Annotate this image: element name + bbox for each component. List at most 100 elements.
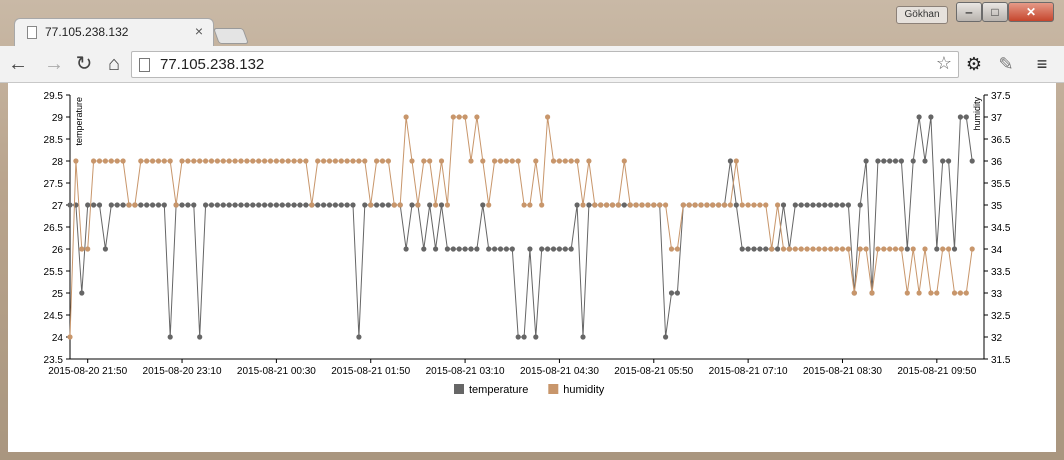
humidity-data-point [875, 246, 881, 252]
humidity-data-point [468, 158, 474, 164]
translate-extension-icon[interactable]: ✎ [998, 54, 1014, 74]
temperature-data-point [96, 202, 103, 208]
humidity-data-point [633, 202, 639, 208]
humidity-data-point [686, 202, 692, 208]
minimize-button[interactable]: ‒ [956, 2, 982, 22]
humidity-data-point [951, 290, 958, 296]
browser-tab[interactable]: 77.105.238.132 × [14, 18, 214, 46]
humidity-data-point [444, 202, 450, 208]
temperature-data-point [285, 202, 291, 208]
temperature-data-point [421, 246, 427, 252]
temperature-data-point [150, 202, 156, 208]
humidity-data-point [362, 158, 368, 164]
humidity-data-point [226, 158, 232, 164]
humidity-data-point [132, 202, 138, 208]
x-axis-tick-label: 2015-08-21 04:30 [520, 366, 599, 377]
humidity-data-point [167, 158, 173, 164]
humidity-data-point [892, 246, 899, 252]
legend-label-temperature: temperature [469, 384, 528, 396]
settings-gear-icon[interactable]: ⚙ [965, 54, 983, 74]
temperature-data-point [250, 202, 256, 208]
temperature-data-point [916, 114, 922, 120]
humidity-data-point [403, 114, 409, 120]
new-tab-button[interactable] [213, 28, 249, 44]
humidity-data-point [898, 246, 905, 252]
maximize-button[interactable]: □ [982, 2, 1008, 22]
left-axis-tick-label: 24 [52, 333, 64, 344]
humidity-data-point [916, 290, 922, 296]
humidity-data-point [108, 158, 114, 164]
temperature-data-point [374, 202, 380, 208]
temperature-data-point [792, 202, 798, 208]
x-axis-tick-label: 2015-08-21 05:50 [614, 366, 693, 377]
humidity-data-point [415, 202, 421, 208]
forward-icon[interactable]: → [44, 53, 64, 75]
humidity-data-point [674, 246, 681, 252]
temperature-data-point [545, 246, 551, 252]
humidity-data-point [851, 290, 857, 296]
humidity-data-point [309, 202, 315, 208]
temperature-data-point [946, 158, 952, 164]
temperature-data-point [468, 246, 474, 252]
temperature-data-point [674, 290, 681, 296]
temperature-data-point [497, 246, 504, 252]
temperature-data-point [739, 246, 745, 252]
temperature-data-point [533, 334, 539, 340]
home-icon[interactable]: ⌂ [107, 53, 121, 75]
left-axis-tick-label: 26.5 [44, 223, 64, 234]
humidity-data-point [96, 158, 103, 164]
temperature-data-point [863, 158, 869, 164]
temperature-data-point [79, 290, 85, 296]
temperature-data-point [775, 246, 781, 252]
reload-icon[interactable]: ↻ [75, 53, 93, 75]
temperature-data-point [539, 246, 545, 252]
page-favicon-icon [27, 26, 37, 39]
right-axis-tick-label: 37.5 [991, 91, 1011, 102]
back-icon[interactable]: ← [8, 53, 28, 75]
temperature-data-point [85, 202, 91, 208]
humidity-data-point [244, 158, 250, 164]
right-axis-tick-label: 33 [991, 289, 1003, 300]
humidity-data-point [515, 158, 521, 164]
humidity-data-point [503, 158, 509, 164]
humidity-data-point [321, 158, 327, 164]
humidity-data-point [291, 158, 297, 164]
right-axis-tick-label: 37 [991, 113, 1003, 124]
address-bar[interactable]: 77.105.238.132 ☆ [131, 51, 959, 78]
temperature-data-point [922, 158, 928, 164]
humidity-data-point [138, 158, 144, 164]
temperature-data-point [580, 334, 586, 340]
humidity-data-point [427, 158, 433, 164]
page-content: 23.5 24 24.5 25 25.5 26 26.5 27 27.5 28 28.5 29 29.5… [8, 83, 1056, 452]
humidity-data-point [710, 202, 716, 208]
menu-icon[interactable]: ≡ [1036, 54, 1048, 74]
legend-label-humidity: humidity [563, 384, 604, 396]
x-axis-tick-label: 2015-08-21 09:50 [897, 366, 976, 377]
temperature-data-point [144, 202, 150, 208]
temperature-data-point [751, 246, 757, 252]
temperature-data-point [757, 246, 763, 252]
humidity-data-point [332, 158, 338, 164]
tab-close-icon[interactable]: × [194, 23, 203, 39]
temperature-data-point [957, 114, 964, 120]
humidity-data-point [698, 202, 704, 208]
bookmark-star-icon[interactable]: ☆ [935, 53, 952, 73]
temperature-data-point [969, 158, 975, 164]
temperature-data-point [379, 202, 386, 208]
temperature-data-point [350, 202, 356, 208]
humidity-data-point [462, 114, 468, 120]
close-window-button[interactable]: ✕ [1008, 2, 1054, 22]
right-axis-tick-label: 32.5 [991, 311, 1011, 322]
temperature-data-point [238, 202, 244, 208]
humidity-data-point [663, 202, 669, 208]
temperature-data-point [562, 246, 568, 252]
temperature-data-point [214, 202, 220, 208]
humidity-data-point [839, 246, 846, 252]
humidity-data-point [739, 202, 745, 208]
profile-button[interactable]: Gökhan [896, 6, 948, 24]
humidity-data-point [727, 202, 734, 208]
humidity-data-point [374, 158, 380, 164]
temperature-series-line [70, 116, 973, 338]
humidity-data-point [256, 158, 262, 164]
